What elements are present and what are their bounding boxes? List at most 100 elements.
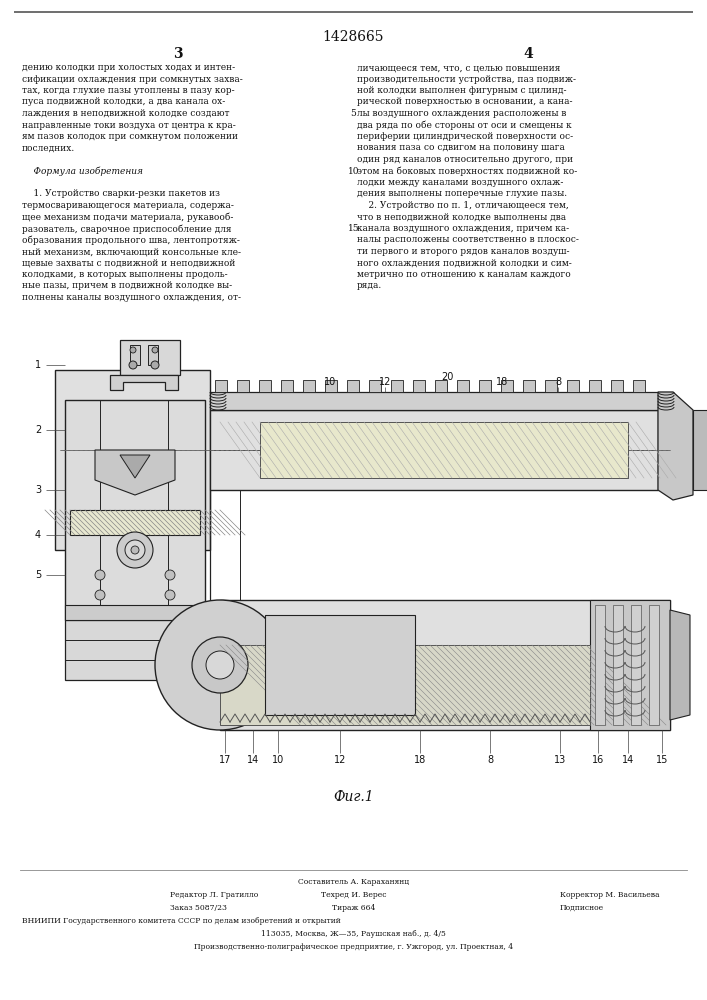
Bar <box>595 605 605 725</box>
Bar <box>130 345 140 365</box>
Text: 2: 2 <box>35 425 41 435</box>
Text: лаждения в неподвижной колодке создают: лаждения в неподвижной колодке создают <box>22 109 230 118</box>
Text: 13: 13 <box>554 755 566 765</box>
Circle shape <box>495 439 505 449</box>
Circle shape <box>155 600 285 730</box>
Text: 3: 3 <box>35 485 41 495</box>
Bar <box>649 605 659 725</box>
Bar <box>457 380 469 392</box>
Circle shape <box>270 425 280 435</box>
Text: 2. Устройство по п. 1, отличающееся тем,: 2. Устройство по п. 1, отличающееся тем, <box>357 201 568 210</box>
Text: этом на боковых поверхностях подвижной ко-: этом на боковых поверхностях подвижной к… <box>357 166 577 176</box>
Text: Производственно-полиграфическое предприятие, г. Ужгород, ул. Проектная, 4: Производственно-полиграфическое предприя… <box>194 943 513 951</box>
Text: дению колодки при холостых ходах и интен-: дению колодки при холостых ходах и интен… <box>22 63 235 72</box>
Text: ного охлаждения подвижной колодки и сим-: ного охлаждения подвижной колодки и сим- <box>357 258 572 267</box>
Circle shape <box>520 439 530 449</box>
Text: ный механизм, включающий консольные кле-: ный механизм, включающий консольные кле- <box>22 247 241 256</box>
Bar <box>260 422 628 478</box>
Text: два ряда по обе стороны от оси и смещены к: два ряда по обе стороны от оси и смещены… <box>357 120 572 130</box>
Circle shape <box>131 546 139 554</box>
Text: личающееся тем, что, с целью повышения: личающееся тем, что, с целью повышения <box>357 63 561 72</box>
Text: 20: 20 <box>440 372 453 382</box>
Circle shape <box>117 532 153 568</box>
Bar <box>693 410 707 490</box>
Text: налы расположены соответственно в плоскос-: налы расположены соответственно в плоско… <box>357 235 579 244</box>
Circle shape <box>125 540 145 560</box>
Text: Подписное: Подписное <box>560 904 604 912</box>
Bar <box>347 380 359 392</box>
Text: 17: 17 <box>218 755 231 765</box>
Circle shape <box>295 439 305 449</box>
Circle shape <box>470 439 480 449</box>
Circle shape <box>192 637 248 693</box>
Circle shape <box>420 439 430 449</box>
Circle shape <box>345 425 355 435</box>
Text: пуса подвижной колодки, а два канала ох-: пуса подвижной колодки, а два канала ох- <box>22 98 226 106</box>
Circle shape <box>470 425 480 435</box>
Text: ВНИИПИ Государственного комитета СССР по делам изобретений и открытий: ВНИИПИ Государственного комитета СССР по… <box>22 917 341 925</box>
Text: 15: 15 <box>656 755 668 765</box>
Circle shape <box>165 590 175 600</box>
Bar <box>501 380 513 392</box>
Text: 15: 15 <box>348 224 359 233</box>
Text: Заказ 5087/23: Заказ 5087/23 <box>170 904 227 912</box>
Circle shape <box>395 425 405 435</box>
Circle shape <box>320 425 330 435</box>
Bar <box>265 615 415 715</box>
Text: 1. Устройство сварки-резки пакетов из: 1. Устройство сварки-резки пакетов из <box>22 190 220 198</box>
Circle shape <box>445 425 455 435</box>
Text: дения выполнены поперечные глухие пазы.: дения выполнены поперечные глухие пазы. <box>357 190 567 198</box>
Circle shape <box>206 651 234 679</box>
Circle shape <box>495 425 505 435</box>
Text: разователь, сварочное приспособление для: разователь, сварочное приспособление для <box>22 224 231 233</box>
Circle shape <box>420 425 430 435</box>
Circle shape <box>520 425 530 435</box>
Text: 10: 10 <box>348 166 359 176</box>
Text: Редактор Л. Гратилло: Редактор Л. Гратилло <box>170 891 258 899</box>
Bar <box>479 380 491 392</box>
Text: канала воздушного охлаждения, причем ка-: канала воздушного охлаждения, причем ка- <box>357 224 569 233</box>
Text: один ряд каналов относительно другого, при: один ряд каналов относительно другого, п… <box>357 155 573 164</box>
Text: нования паза со сдвигом на половину шага: нования паза со сдвигом на половину шага <box>357 143 565 152</box>
Bar <box>391 380 403 392</box>
Polygon shape <box>590 600 670 730</box>
Circle shape <box>395 439 405 449</box>
Bar <box>523 380 535 392</box>
Text: метрично по отношению к каналам каждого: метрично по отношению к каналам каждого <box>357 270 571 279</box>
Bar <box>220 645 590 725</box>
Bar <box>210 410 658 490</box>
Text: Тираж 664: Тираж 664 <box>332 904 375 912</box>
Text: щее механизм подачи материала, рукавооб-: щее механизм подачи материала, рукавооб- <box>22 213 233 222</box>
Circle shape <box>320 439 330 449</box>
Polygon shape <box>658 392 693 500</box>
Bar <box>567 380 579 392</box>
Circle shape <box>595 425 605 435</box>
Text: 8: 8 <box>555 377 561 387</box>
Text: 10: 10 <box>272 755 284 765</box>
Text: ряда.: ряда. <box>357 282 382 290</box>
Circle shape <box>345 439 355 449</box>
Bar <box>545 380 557 392</box>
Text: колодками, в которых выполнены продоль-: колодками, в которых выполнены продоль- <box>22 270 228 279</box>
Text: полнены каналы воздушного охлаждения, от-: полнены каналы воздушного охлаждения, от… <box>22 293 241 302</box>
Bar <box>435 380 447 392</box>
Bar <box>631 605 641 725</box>
Text: щевые захваты с подвижной и неподвижной: щевые захваты с подвижной и неподвижной <box>22 258 235 267</box>
Circle shape <box>370 439 380 449</box>
Bar <box>260 422 628 478</box>
Text: 12: 12 <box>379 377 391 387</box>
Bar <box>70 510 200 535</box>
Bar <box>210 392 673 410</box>
Bar <box>215 380 227 392</box>
Bar <box>413 380 425 392</box>
Text: 8: 8 <box>487 755 493 765</box>
Text: последних.: последних. <box>22 143 75 152</box>
Text: 5: 5 <box>351 109 356 118</box>
Text: образования продольного шва, лентопротяж-: образования продольного шва, лентопротяж… <box>22 235 240 245</box>
Circle shape <box>270 439 280 449</box>
Text: направленные токи воздуха от центра к кра-: направленные токи воздуха от центра к кр… <box>22 120 235 129</box>
Text: 5: 5 <box>35 570 41 580</box>
Bar <box>303 380 315 392</box>
Circle shape <box>295 425 305 435</box>
Bar <box>325 380 337 392</box>
